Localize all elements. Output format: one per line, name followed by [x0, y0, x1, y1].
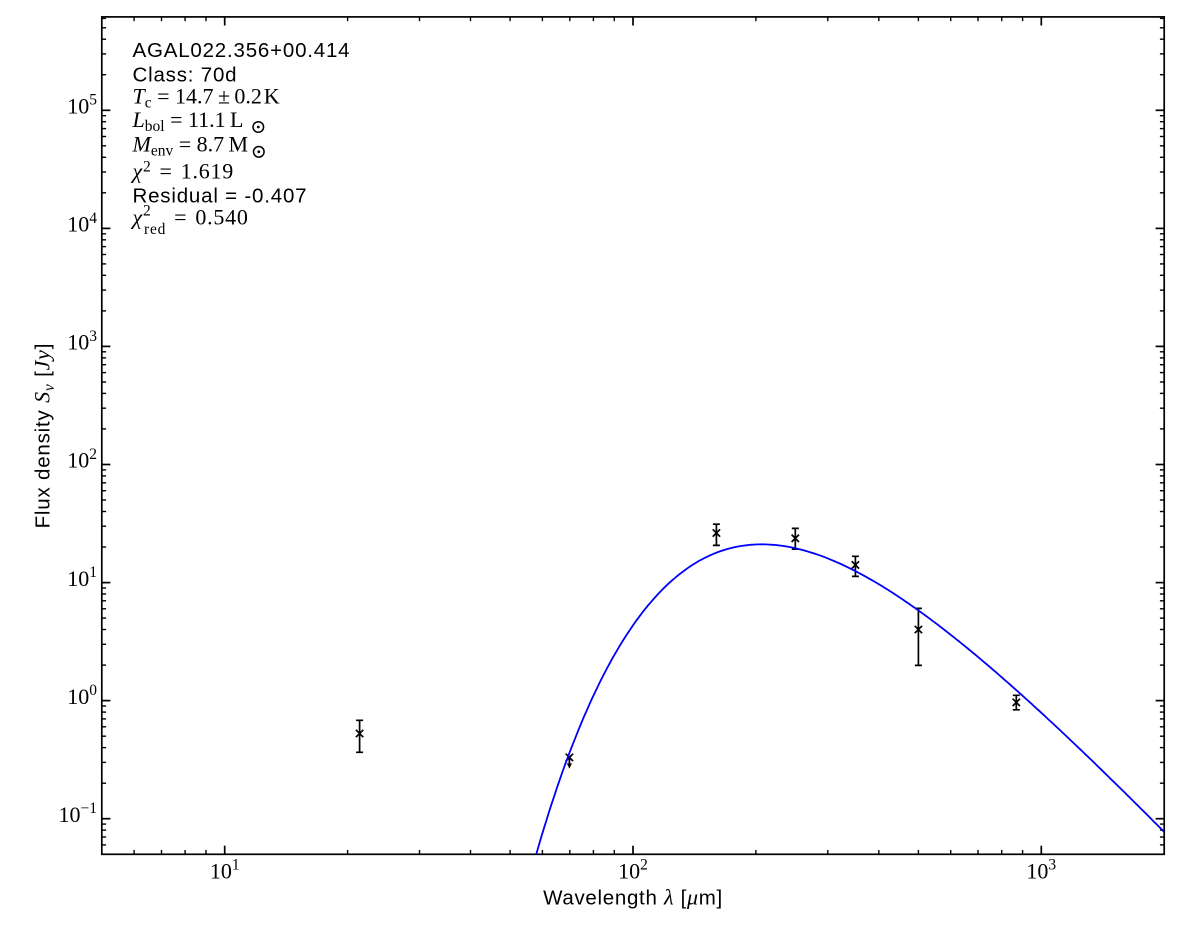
svg-text:Class: 70d: Class: 70d	[133, 64, 238, 87]
svg-text:103: 103	[67, 328, 97, 355]
svg-text:104: 104	[67, 210, 97, 237]
svg-text:105: 105	[67, 92, 97, 119]
svg-text:103: 103	[1026, 857, 1056, 884]
svg-text:χ2 = 1.619: χ2 = 1.619	[131, 158, 235, 183]
svg-text:Lbol = 11.1 L: Lbol = 11.1 L	[132, 107, 244, 135]
svg-text:AGAL022.356+00.414: AGAL022.356+00.414	[133, 39, 351, 62]
svg-text:Tc = 14.7 ± 0.2 K: Tc = 14.7 ± 0.2 K	[133, 84, 280, 112]
svg-text:101: 101	[67, 564, 97, 591]
svg-text:Residual = -0.407: Residual = -0.407	[133, 185, 308, 208]
svg-text:10−1: 10−1	[59, 800, 98, 827]
svg-text:101: 101	[210, 857, 240, 884]
svg-text:102: 102	[67, 446, 97, 473]
svg-text:100: 100	[67, 682, 97, 709]
svg-text:Wavelength λ [μm]: Wavelength λ [μm]	[543, 885, 723, 910]
svg-text:102: 102	[618, 857, 648, 884]
svg-text:Menv = 8.7 M: Menv = 8.7 M	[132, 132, 249, 160]
svg-text:Flux density Sν [Jy]: Flux density Sν [Jy]	[30, 343, 58, 529]
